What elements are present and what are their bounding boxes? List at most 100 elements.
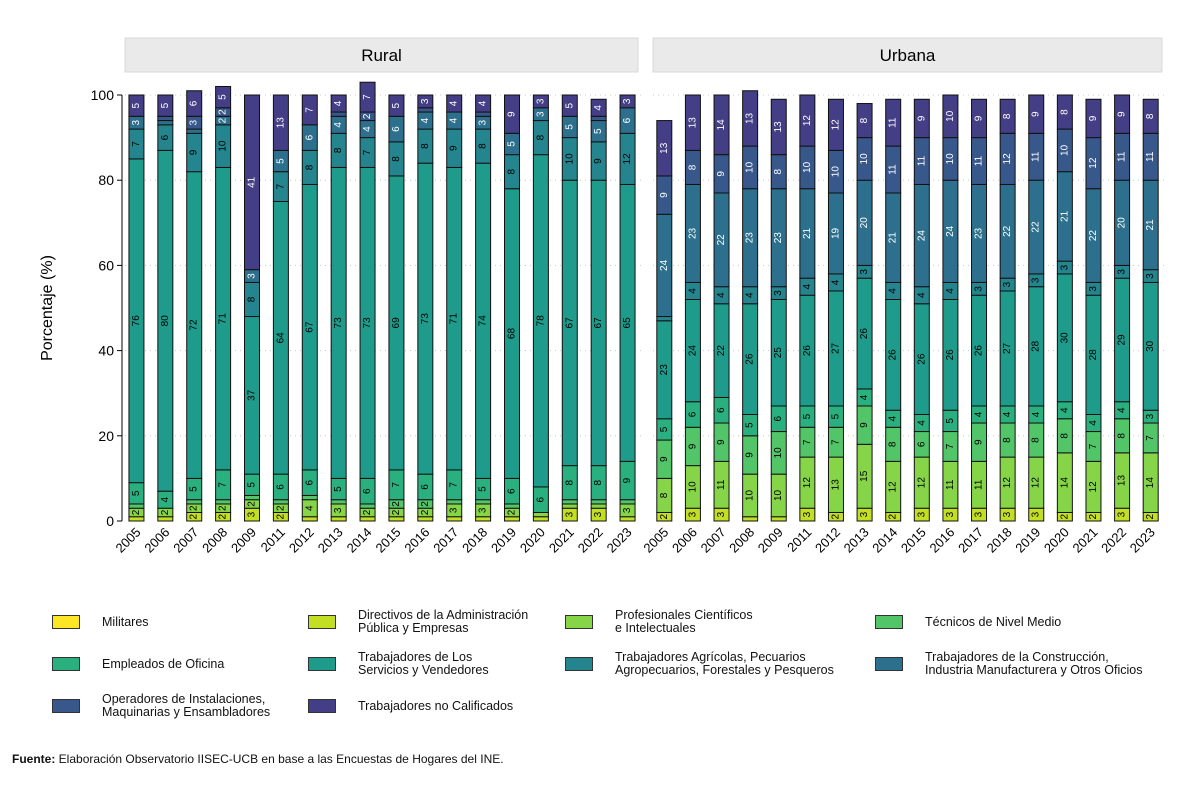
bar-segment	[742, 90, 759, 147]
bar-segment	[999, 98, 1016, 134]
segment-label: 11	[974, 155, 985, 166]
segment-label: 2	[218, 505, 229, 511]
segment-label: 64	[275, 332, 286, 344]
segment-label: 5	[745, 422, 756, 428]
bar-segment	[157, 115, 174, 122]
segment-label: 10	[945, 110, 956, 122]
segment-label: 10	[564, 153, 575, 165]
x-tick-label: 2023	[1127, 525, 1158, 556]
bar-segment	[827, 98, 844, 151]
segment-label: 8	[773, 168, 784, 174]
segment-label: 3	[622, 98, 633, 104]
bar-2011: 2 2 6 64 7 5 13	[272, 94, 289, 522]
segment-label: 2	[362, 113, 373, 119]
segment-label: 7	[449, 482, 460, 488]
panel-urbana: Urbana2895232491320053109624423813200631…	[640, 37, 1165, 556]
bar-segment	[475, 111, 492, 117]
segment-label: 13	[773, 121, 784, 133]
bar-2013: 3 15 9 4 26 3 20 10 8	[856, 103, 873, 522]
legend-item: Trabajadores Agrícolas, Pecuarios Agrope…	[565, 650, 834, 678]
x-tick-label: 2015	[373, 525, 404, 556]
bar-2021: 2 12 7 4 28 3 22 12 9	[1085, 98, 1102, 522]
segment-label: 7	[1088, 443, 1099, 449]
segment-label: 6	[304, 134, 315, 140]
segment-label: 2	[1145, 514, 1156, 520]
segment-label: 8	[478, 143, 489, 149]
segment-label: 8	[420, 143, 431, 149]
segment-label: 12	[802, 477, 813, 489]
x-tick-label: 2005	[640, 525, 671, 556]
legend-item: Trabajadores de Los Servicios y Vendedor…	[308, 650, 489, 678]
segment-label: 4	[593, 105, 604, 111]
bar-segment	[388, 516, 405, 522]
bar-segment	[770, 98, 787, 156]
segment-label: 30	[1145, 340, 1156, 352]
bar-segment	[388, 94, 405, 117]
segment-label: 2	[420, 501, 431, 507]
legend-label: Trabajadores no Calificados	[358, 698, 514, 713]
x-tick-label: 2021	[546, 525, 577, 556]
segment-label: 28	[1031, 340, 1042, 352]
segment-label: 13	[745, 112, 756, 124]
segment-label: 3	[1145, 413, 1156, 419]
segment-label: 4	[478, 100, 489, 106]
x-tick-label: 2005	[113, 525, 144, 556]
segment-label: 4	[1031, 411, 1042, 417]
segment-label: 23	[687, 227, 698, 239]
segment-label: 9	[659, 192, 670, 198]
x-tick-label: 2016	[926, 525, 957, 556]
segment-label: 5	[189, 486, 200, 492]
y-tick-label: 100	[91, 87, 115, 103]
segment-label: 3	[131, 119, 142, 125]
segment-label: 8	[593, 479, 604, 485]
segment-label: 9	[1088, 115, 1099, 121]
legend-label: Empleados de Oficina	[102, 656, 225, 671]
segment-label: 8	[1059, 433, 1070, 439]
segment-label: 4	[687, 288, 698, 294]
bar-segment	[619, 499, 636, 505]
segment-label: 68	[507, 328, 518, 340]
segment-label: 13	[1117, 475, 1128, 487]
segment-label: 5	[131, 102, 142, 108]
legend-item: Trabajadores no Calificados	[308, 692, 513, 720]
bar-segment	[590, 499, 607, 505]
segment-label: 19	[830, 227, 841, 239]
segment-label: 23	[659, 364, 670, 376]
bar-segment	[215, 85, 232, 109]
segment-label: 5	[593, 128, 604, 134]
segment-label: 26	[888, 349, 899, 361]
segment-label: 9	[449, 145, 460, 151]
segment-label: 10	[773, 489, 784, 501]
segment-label: 12	[1002, 477, 1013, 489]
x-tick-label: 2011	[258, 525, 288, 555]
source-text: Elaboración Observatorio IISEC-UCB en ba…	[55, 752, 504, 766]
legend-item: Operadores de Instalaciones, Maquinarias…	[52, 692, 270, 720]
bar-segment	[1028, 94, 1045, 134]
segment-label: 73	[420, 313, 431, 325]
segment-label: 6	[362, 488, 373, 494]
segment-label: 11	[916, 155, 927, 166]
segment-label: 13	[687, 117, 698, 129]
segment-label: 9	[622, 477, 633, 483]
bar-segment	[272, 499, 289, 505]
segment-label: 8	[333, 147, 344, 153]
segment-label: 3	[449, 507, 460, 513]
segment-label: 7	[218, 482, 229, 488]
segment-label: 21	[1059, 210, 1070, 222]
bar-segment	[1142, 98, 1159, 134]
segment-label: 11	[945, 479, 956, 490]
segment-label: 2	[420, 509, 431, 515]
segment-label: 3	[420, 98, 431, 104]
bar-2009: 10 10 6 25 3 23 8 13	[770, 98, 787, 522]
bar-2018: 3 5 74 8 3 4	[475, 94, 492, 522]
bar-segment	[330, 516, 347, 522]
segment-label: 2	[888, 514, 899, 520]
segment-label: 2	[218, 109, 229, 115]
source-label: Fuente:	[12, 752, 56, 766]
segment-label: 3	[1145, 273, 1156, 279]
segment-label: 41	[247, 176, 258, 188]
segment-label: 6	[687, 411, 698, 417]
bar-segment	[301, 94, 318, 126]
segment-label: 2	[189, 514, 200, 520]
segment-label: 3	[564, 511, 575, 517]
